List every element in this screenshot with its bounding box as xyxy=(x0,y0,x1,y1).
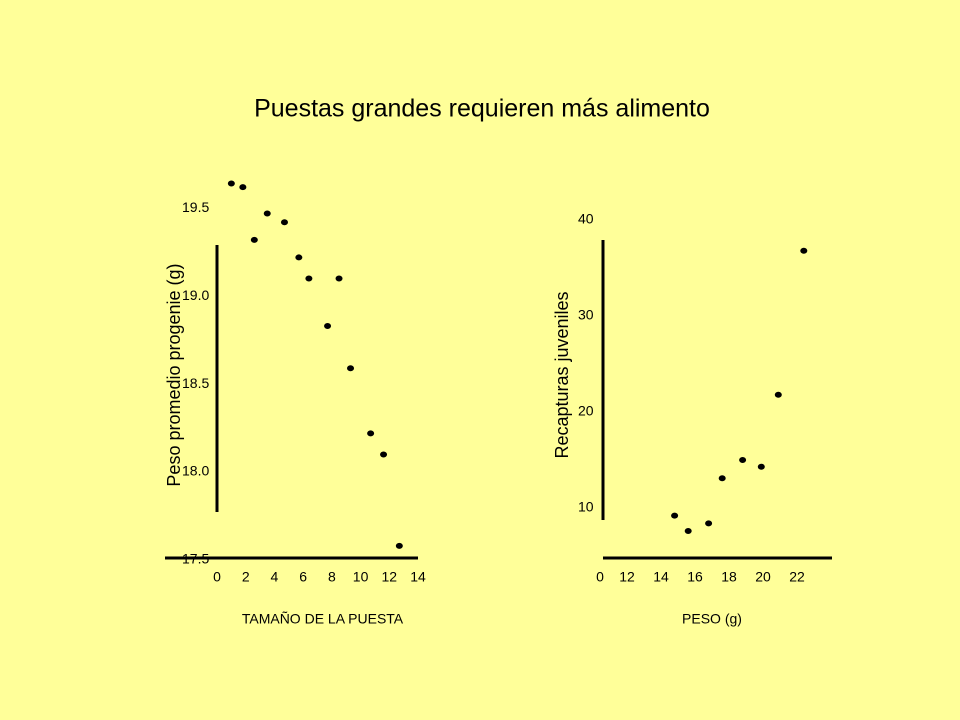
point xyxy=(380,451,388,458)
point xyxy=(739,457,747,463)
x-tick-label: 10 xyxy=(353,569,369,585)
y-tick-label: 30 xyxy=(578,307,594,323)
y-tick-label: 17.5 xyxy=(182,551,209,567)
point xyxy=(684,528,692,535)
x-tick-label: 14 xyxy=(410,569,426,585)
y-tick-label: 18.5 xyxy=(182,375,209,391)
point xyxy=(324,323,332,330)
x-tick-label: 14 xyxy=(653,569,669,585)
y-tick-label: 40 xyxy=(578,211,594,227)
x-tick-label: 0 xyxy=(213,569,221,585)
x-tick-label: 12 xyxy=(381,569,397,585)
x-axis-title: TAMAÑO DE LA PUESTA xyxy=(242,611,404,627)
y-tick-label: 19.0 xyxy=(182,287,209,303)
point xyxy=(718,475,726,482)
point xyxy=(263,210,271,217)
point xyxy=(305,275,313,282)
x-tick-label: 20 xyxy=(755,569,771,585)
point xyxy=(335,275,343,282)
point xyxy=(367,430,375,437)
y-tick-label: 19.5 xyxy=(182,199,209,215)
point xyxy=(250,236,258,243)
point xyxy=(395,542,403,549)
y-axis-title: Recapturas juveniles xyxy=(552,291,572,458)
point xyxy=(227,180,235,187)
x-tick-label: 16 xyxy=(687,569,703,585)
point xyxy=(295,254,303,261)
x-tick-label: 22 xyxy=(789,569,805,585)
point xyxy=(239,184,247,191)
x-tick-label: 8 xyxy=(328,569,336,585)
point xyxy=(280,219,288,226)
x-axis-title: PESO (g) xyxy=(682,611,742,627)
slide-title: Puestas grandes requieren más alimento xyxy=(254,95,710,123)
x-tick-label: 4 xyxy=(271,569,279,585)
point xyxy=(347,365,355,372)
point xyxy=(757,463,765,470)
y-tick-label: 20 xyxy=(578,403,594,419)
point xyxy=(671,512,679,519)
y-tick-label: 10 xyxy=(578,499,594,515)
point xyxy=(800,247,808,254)
point xyxy=(705,520,713,527)
x-tick-label: 2 xyxy=(242,569,250,585)
x-tick-label: 18 xyxy=(721,569,737,585)
x-tick-label: 6 xyxy=(299,569,307,585)
point xyxy=(774,391,782,398)
y-axis-title: Peso promedio progenie (g) xyxy=(164,263,184,486)
x-tick-label: 12 xyxy=(619,569,635,585)
y-tick-label: 18.0 xyxy=(182,463,209,479)
x-tick-label: 0 xyxy=(596,569,604,585)
